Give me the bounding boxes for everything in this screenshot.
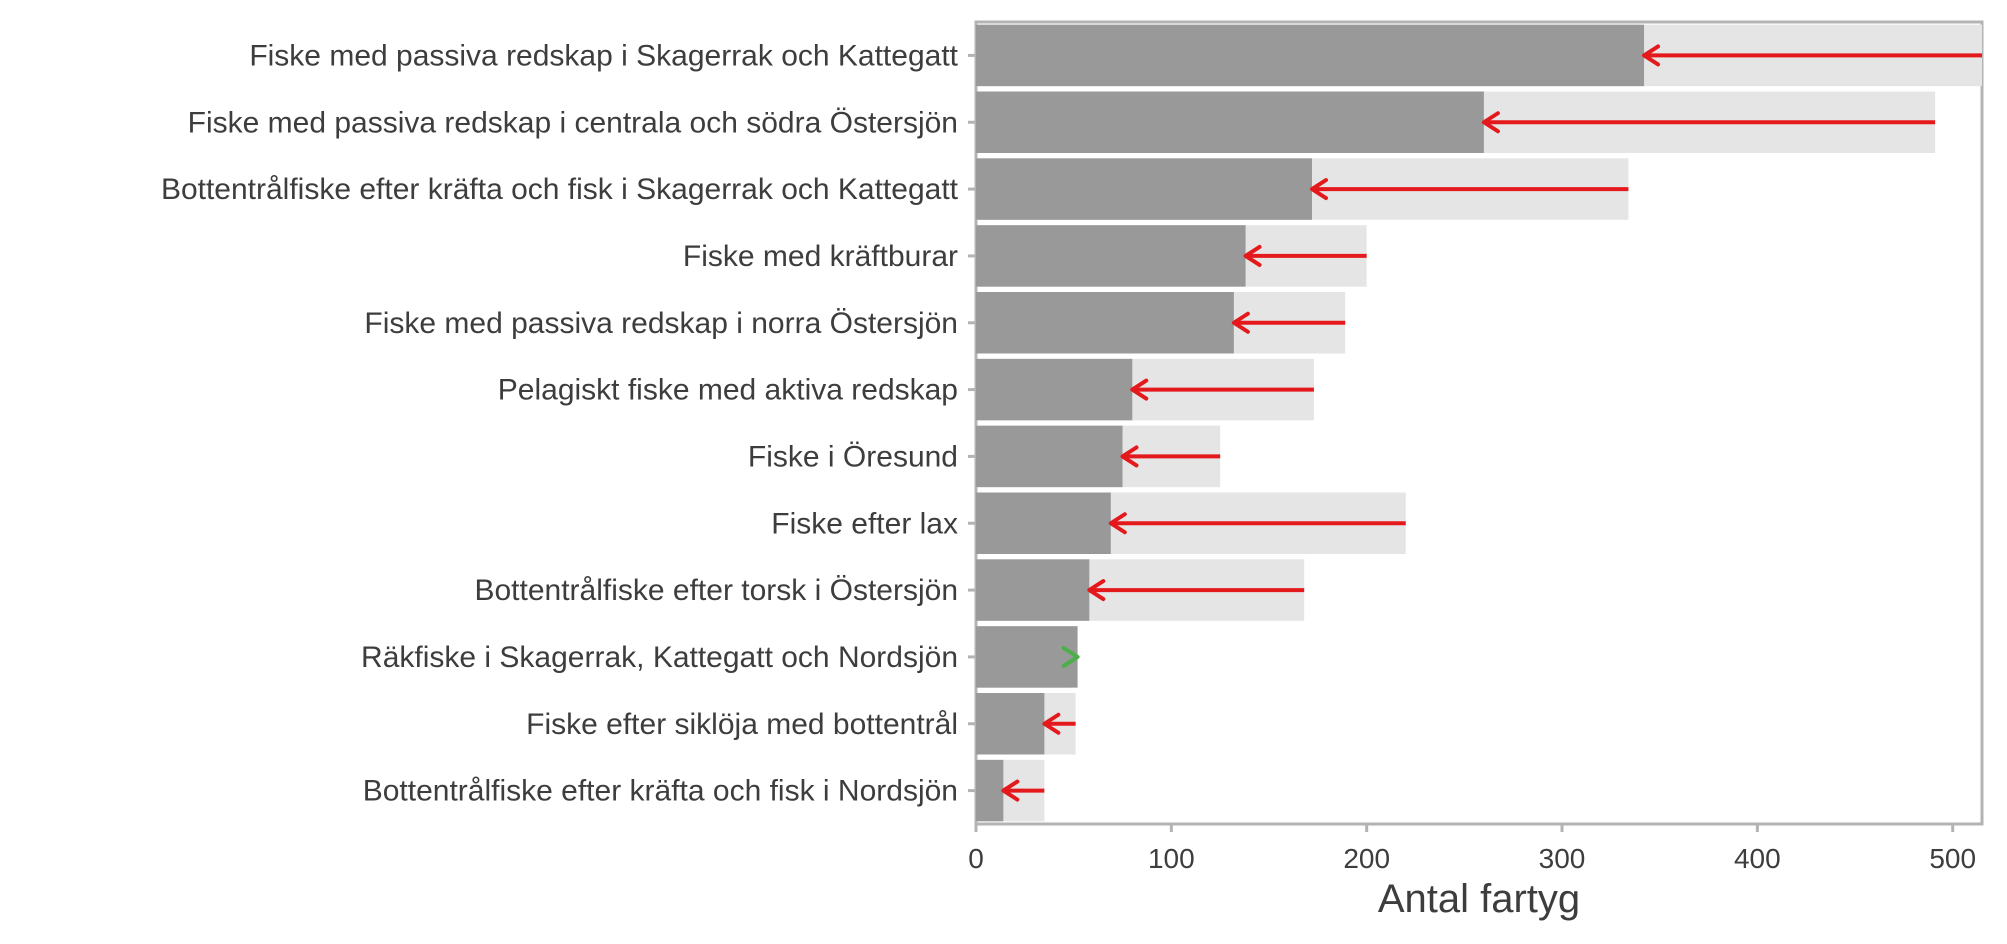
arrow-head — [1001, 779, 1020, 802]
bar-foreground — [976, 91, 1484, 153]
category-label: Pelagiskt fiske med aktiva redskap — [498, 374, 958, 407]
decrease-arrow — [1642, 44, 1982, 67]
arrow-head — [1231, 311, 1250, 334]
bar-foreground — [976, 626, 1078, 688]
category-label: Fiske med passiva redskap i norra Östers… — [364, 307, 958, 340]
decrease-arrow — [1108, 512, 1406, 535]
arrow-head — [1042, 712, 1061, 735]
category-label: Fiske efter siklöja med bottentrål — [526, 708, 958, 741]
decrease-arrow — [1042, 712, 1076, 735]
arrow-head — [1120, 445, 1139, 468]
decrease-arrow — [1231, 311, 1346, 334]
category-label: Fiske med passiva redskap i Skagerrak oc… — [249, 39, 958, 72]
decrease-arrow — [1001, 779, 1045, 802]
x-tick-label: 100 — [1148, 843, 1195, 874]
bar-foreground — [976, 24, 1645, 87]
bar-foreground — [976, 559, 1090, 621]
bar-foreground — [976, 292, 1234, 354]
category-label: Bottentrålfiske efter torsk i Östersjön — [474, 574, 958, 607]
decrease-arrow — [1243, 244, 1367, 267]
decrease-arrow — [1120, 445, 1221, 468]
category-label: Fiske med passiva redskap i centrala och… — [188, 106, 958, 139]
arrow-head — [1481, 111, 1500, 134]
decrease-arrow — [1087, 579, 1305, 602]
x-tick-label: 0 — [968, 843, 984, 874]
foreground-bars — [976, 24, 1645, 822]
category-labels: Fiske med passiva redskap i Skagerrak oc… — [161, 39, 959, 807]
category-label: Fiske efter lax — [771, 507, 958, 540]
bar-foreground — [976, 759, 1004, 822]
category-label: Bottentrålfiske efter kräfta och fisk i … — [161, 173, 959, 206]
arrow-head — [1309, 178, 1328, 201]
bar-foreground — [976, 225, 1246, 287]
bar-foreground — [976, 358, 1133, 421]
x-tick-label: 300 — [1539, 843, 1586, 874]
plot-frame — [974, 20, 1984, 826]
arrow-head — [1087, 579, 1106, 602]
decrease-arrow — [1309, 178, 1629, 201]
increase-arrow — [1061, 645, 1080, 668]
x-axis-title: Antal fartyg — [1378, 877, 1580, 921]
arrow-head — [1061, 645, 1080, 668]
change-arrows — [1001, 44, 1982, 802]
bar-foreground — [976, 693, 1045, 755]
bar-foreground — [976, 425, 1123, 488]
category-label: Fiske i Öresund — [748, 440, 958, 473]
category-label: Räkfiske i Skagerrak, Kattegatt och Nord… — [361, 641, 958, 674]
category-label: Bottentrålfiske efter kräfta och fisk i … — [363, 775, 958, 808]
x-axis: 0 100 200 300 400 500 — [968, 53, 1976, 874]
category-label: Fiske med kräftburar — [683, 240, 958, 273]
bar-foreground — [976, 158, 1312, 220]
bar-foreground — [976, 492, 1111, 554]
x-tick-label: 500 — [1929, 843, 1976, 874]
x-tick-label: 400 — [1734, 843, 1781, 874]
decrease-arrow — [1481, 111, 1936, 134]
arrow-head — [1108, 512, 1127, 535]
arrow-head — [1642, 44, 1661, 67]
decrease-arrow — [1130, 378, 1314, 401]
arrow-head — [1130, 378, 1149, 401]
x-tick-label: 200 — [1343, 843, 1390, 874]
arrow-head — [1243, 244, 1262, 267]
